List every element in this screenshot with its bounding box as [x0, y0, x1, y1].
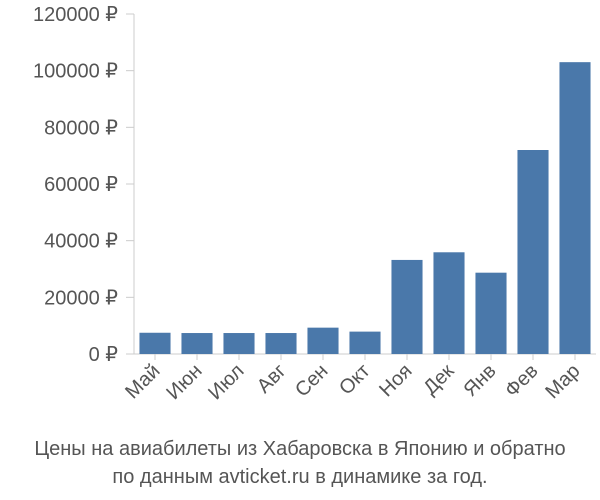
x-tick-label: Мар: [541, 360, 584, 403]
x-tick-label: Сен: [291, 360, 332, 401]
y-tick-label: 80000 ₽: [44, 117, 118, 139]
bar: [517, 150, 549, 354]
bar: [391, 259, 423, 354]
bar: [139, 332, 171, 354]
y-tick-label: 20000 ₽: [44, 287, 118, 309]
caption-line-1: Цены на авиабилеты из Хабаровска в Япони…: [34, 438, 565, 460]
bar: [181, 333, 213, 354]
y-tick-label: 60000 ₽: [44, 174, 118, 196]
x-tick-label: Ноя: [375, 360, 416, 401]
x-tick-label: Май: [121, 360, 164, 403]
x-tick-label: Дек: [419, 360, 458, 399]
y-tick-label: 120000 ₽: [33, 4, 118, 26]
x-tick-label: Июн: [162, 360, 206, 404]
caption-line-2: по данным avticket.ru в динамике за год.: [112, 466, 487, 488]
x-tick-label: Авг: [253, 360, 291, 398]
y-tick-label: 40000 ₽: [44, 231, 118, 253]
y-tick-label: 0 ₽: [89, 344, 119, 366]
x-tick-label: Янв: [459, 360, 500, 401]
bar: [223, 333, 255, 354]
x-tick-label: Фев: [501, 360, 543, 402]
bar: [265, 333, 297, 354]
x-tick-label: Июл: [204, 360, 248, 404]
y-axis: 0 ₽ 20000 ₽ 40000 ₽ 60000 ₽ 80000 ₽ 100000 ₽ 1…: [33, 4, 135, 366]
y-tick-label: 100000 ₽: [33, 61, 118, 83]
bar: [433, 252, 465, 354]
x-tick-label: Окт: [335, 360, 374, 399]
bar: [349, 331, 381, 354]
bar: [307, 327, 339, 354]
bar: [559, 62, 591, 355]
bar: [475, 272, 507, 354]
bars: [139, 62, 591, 355]
